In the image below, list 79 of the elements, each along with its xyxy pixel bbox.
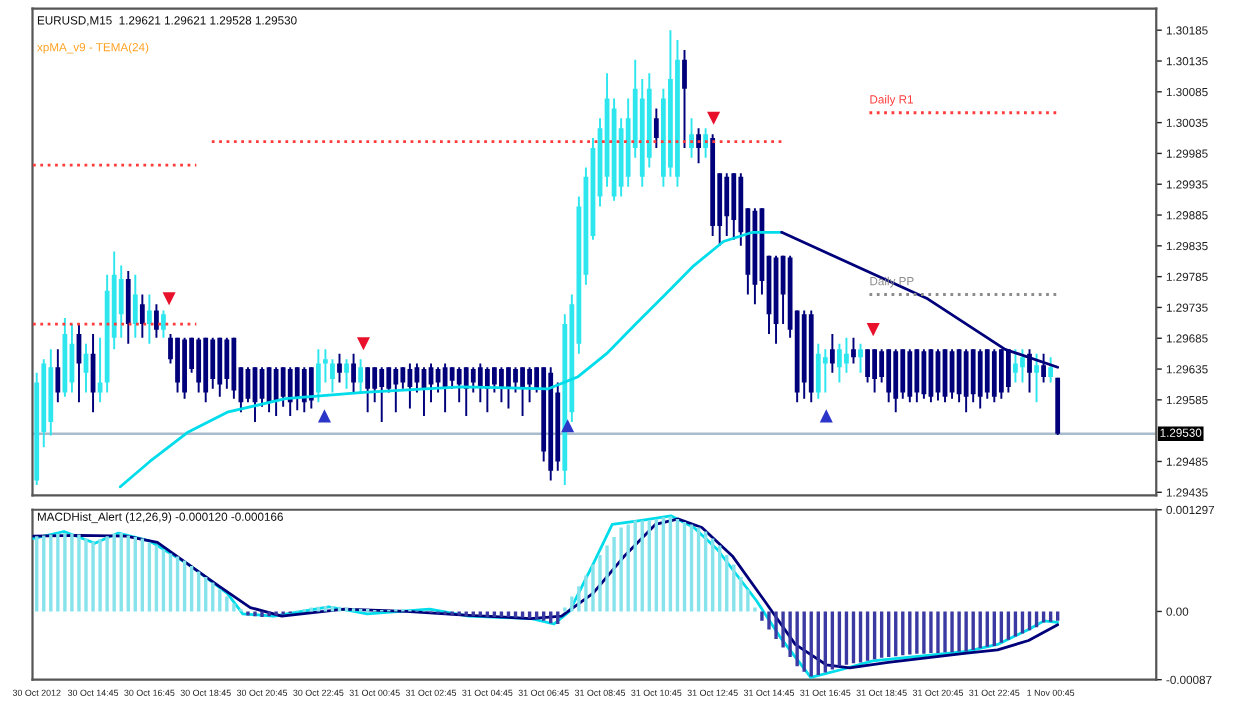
- candlestick: [161, 309, 166, 339]
- candlestick: [696, 127, 701, 165]
- candlestick: [224, 336, 230, 390]
- point: [317, 409, 331, 423]
- candlestick: [689, 117, 694, 159]
- candlestick: [822, 348, 828, 394]
- candlestick: [132, 273, 138, 339]
- candlestick: [287, 366, 293, 417]
- point: [356, 337, 370, 351]
- candlestick: [337, 352, 342, 384]
- candlestick: [294, 366, 300, 412]
- candlestick: [146, 293, 152, 345]
- candlestick: [280, 366, 286, 408]
- candlestick: [865, 348, 870, 384]
- candlestick: [330, 358, 335, 394]
- candlestick: [1048, 356, 1054, 384]
- candlestick: [682, 48, 687, 149]
- candlestick: [527, 366, 532, 404]
- candlestick: [977, 348, 983, 410]
- candlestick: [217, 336, 223, 398]
- candlestick: [492, 366, 497, 394]
- candlestick: [139, 293, 145, 339]
- candlestick: [175, 336, 180, 394]
- candlestick: [499, 366, 504, 404]
- candlestick: [1013, 348, 1018, 384]
- candlestick: [907, 348, 913, 404]
- candlestick: [506, 366, 511, 410]
- candlestick: [118, 264, 124, 339]
- candlestick: [984, 348, 990, 400]
- point: [707, 111, 721, 125]
- candlestick: [653, 107, 659, 149]
- candlestick: [55, 348, 61, 404]
- candlestick: [513, 366, 518, 394]
- candlestick: [1034, 352, 1039, 404]
- candlestick: [724, 172, 730, 237]
- candlestick: [477, 362, 483, 404]
- candlestick: [893, 348, 899, 414]
- candlestick: [470, 366, 476, 394]
- candlestick: [344, 358, 349, 390]
- candlestick: [851, 336, 856, 365]
- candlestick: [837, 342, 842, 384]
- candlestick: [872, 348, 877, 394]
- candlestick: [914, 348, 920, 404]
- candlestick: [351, 352, 356, 394]
- candlestick: [273, 366, 279, 417]
- candlestick: [365, 366, 371, 414]
- candlestick: [703, 127, 709, 159]
- candlestick: [970, 348, 976, 404]
- candlestick: [323, 348, 328, 384]
- candlestick: [379, 366, 385, 424]
- candlestick: [829, 332, 835, 374]
- candlestick: [154, 303, 159, 339]
- candlestick: [484, 366, 490, 414]
- candlestick: [210, 336, 216, 390]
- candlestick: [858, 342, 863, 374]
- line-series: [118, 230, 784, 489]
- candlestick: [463, 366, 469, 417]
- candlestick: [844, 336, 849, 374]
- candlestick: [963, 348, 969, 414]
- point: [819, 409, 833, 423]
- candlestick: [358, 358, 364, 394]
- candlestick: [815, 342, 821, 400]
- candlestick: [308, 366, 314, 410]
- point: [866, 323, 880, 337]
- candlestick: [456, 366, 462, 404]
- candlestick: [301, 366, 307, 414]
- candlestick: [731, 172, 737, 241]
- point: [561, 419, 575, 433]
- candlestick: [1020, 348, 1025, 384]
- candlestick: [886, 348, 892, 404]
- candlestick: [196, 336, 202, 394]
- point: [162, 292, 176, 306]
- candlestick: [393, 366, 399, 414]
- candlestick: [372, 366, 378, 404]
- candlestick: [879, 348, 885, 384]
- candlestick: [315, 348, 321, 404]
- candlestick: [125, 270, 131, 345]
- candlestick: [991, 348, 997, 404]
- candlestick: [520, 366, 525, 417]
